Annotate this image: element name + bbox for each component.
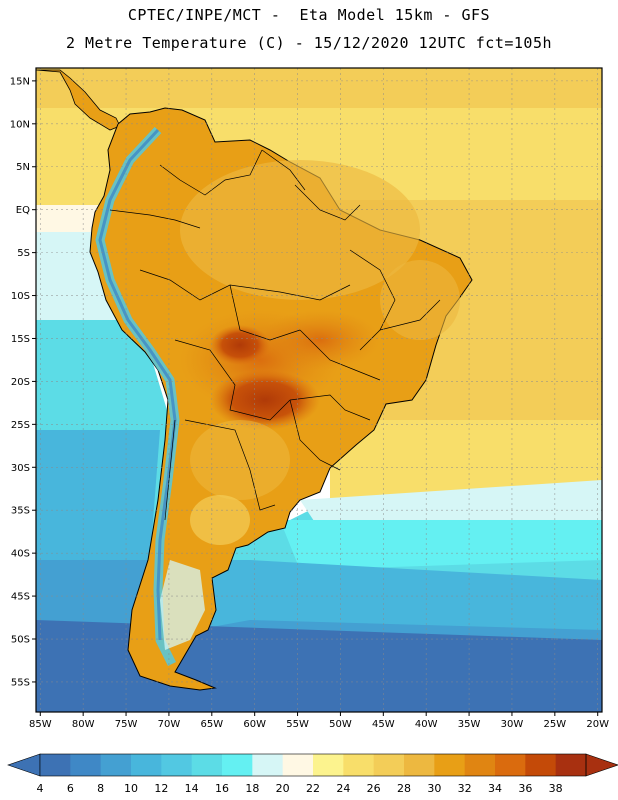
colorbar-label: 30 xyxy=(427,782,441,795)
lon-tick-label: 35W xyxy=(458,719,481,730)
lat-tick-label: EQ xyxy=(16,205,30,216)
colorbar-swatch xyxy=(252,754,284,776)
colorbar-label: 18 xyxy=(245,782,259,795)
colorbar-swatch xyxy=(495,754,526,776)
lat-tick-label: 10N xyxy=(10,119,30,130)
lat-tick-label: 5N xyxy=(16,162,30,173)
latitude-tick-labels: 15N 10N 5N EQ 5S 10S 15S 20S 25S 30S 35S 40S 45S 50S 5… xyxy=(10,76,36,688)
colorbar-label: 4 xyxy=(37,782,44,795)
colorbar-max-arrow xyxy=(585,753,618,777)
colorbar-label: 12 xyxy=(154,782,168,795)
colorbar: 4 6 8 10 12 14 16 18 20 22 24 26 28 30 32 34 36 38 xyxy=(7,753,618,795)
colorbar-label: 16 xyxy=(215,782,229,795)
lon-tick-label: 70W xyxy=(158,719,181,730)
colorbar-swatch xyxy=(525,754,557,776)
lat-tick-label: 50S xyxy=(11,635,30,646)
colorbar-label: 8 xyxy=(97,782,104,795)
colorbar-swatch xyxy=(100,754,132,776)
colorbar-swatch xyxy=(191,754,223,776)
colorbar-label: 34 xyxy=(488,782,502,795)
lon-tick-label: 45W xyxy=(372,719,395,730)
colorbar-swatch xyxy=(373,754,405,776)
lon-tick-label: 30W xyxy=(501,719,524,730)
colorbar-swatch xyxy=(70,754,102,776)
ocean-band-atlantic-cyan xyxy=(280,520,602,570)
lat-tick-label: 45S xyxy=(11,592,30,603)
colorbar-swatch xyxy=(434,754,466,776)
colorbar-swatch xyxy=(131,754,162,776)
colorbar-label: 24 xyxy=(336,782,350,795)
lon-tick-label: 50W xyxy=(329,719,352,730)
lon-tick-label: 20W xyxy=(586,719,609,730)
lat-tick-label: 15N xyxy=(10,76,30,87)
colorbar-swatch xyxy=(555,754,587,776)
lat-tick-label: 55S xyxy=(11,677,30,688)
country-borders xyxy=(109,149,441,521)
colorbar-swatch xyxy=(404,754,435,776)
lat-tick-label: 35S xyxy=(11,506,30,517)
colorbar-label: 10 xyxy=(124,782,138,795)
lat-tick-label: 40S xyxy=(11,549,30,560)
chart-title: CPTEC/INPE/MCT - Eta Model 15km - GFS xyxy=(127,6,491,24)
colorbar-swatch xyxy=(464,754,496,776)
colorbar-label: 14 xyxy=(185,782,199,795)
lat-tick-label: 10S xyxy=(11,291,30,302)
andes-ridge xyxy=(98,128,177,641)
lon-tick-label: 65W xyxy=(200,719,223,730)
lat-tick-label: 15S xyxy=(11,334,30,345)
colorbar-label: 36 xyxy=(518,782,532,795)
colorbar-label: 22 xyxy=(306,782,320,795)
colorbar-label: 28 xyxy=(397,782,411,795)
lat-tick-label: 20S xyxy=(11,377,30,388)
lon-tick-label: 60W xyxy=(243,719,266,730)
map-frame xyxy=(35,67,603,713)
lon-tick-label: 75W xyxy=(115,719,138,730)
lat-tick-label: 25S xyxy=(11,420,30,431)
chart-subtitle: 2 Metre Temperature (C) - 15/12/2020 12U… xyxy=(65,34,553,52)
colorbar-swatch xyxy=(313,754,344,776)
lon-tick-label: 25W xyxy=(544,719,567,730)
lat-lon-grid xyxy=(36,68,602,712)
colorbar-label: 6 xyxy=(67,782,74,795)
land-shading xyxy=(180,160,460,545)
patagonia-cool xyxy=(160,560,205,650)
colorbar-min-arrow xyxy=(7,753,41,777)
colorbar-outline xyxy=(39,753,587,777)
colorbar-label: 32 xyxy=(458,782,472,795)
colorbar-swatch xyxy=(222,754,253,776)
colorbar-label: 26 xyxy=(367,782,381,795)
lon-tick-label: 85W xyxy=(29,719,52,730)
longitude-tick-labels: 85W 80W 75W 70W 65W 60W 55W 50W 45W 40W 35W 30W 25W 2… xyxy=(29,712,609,730)
lon-tick-label: 40W xyxy=(415,719,438,730)
colorbar-swatch xyxy=(282,754,314,776)
lat-tick-label: 30S xyxy=(11,463,30,474)
colorbar-swatch xyxy=(343,754,375,776)
lat-tick-label: 5S xyxy=(17,248,30,259)
lon-tick-label: 55W xyxy=(286,719,309,730)
colorbar-swatch xyxy=(161,754,193,776)
ocean-band-caribbean xyxy=(36,68,602,108)
colorbar-label: 20 xyxy=(276,782,290,795)
colorbar-swatch xyxy=(40,754,71,776)
lon-tick-label: 80W xyxy=(72,719,95,730)
colorbar-label: 38 xyxy=(549,782,563,795)
